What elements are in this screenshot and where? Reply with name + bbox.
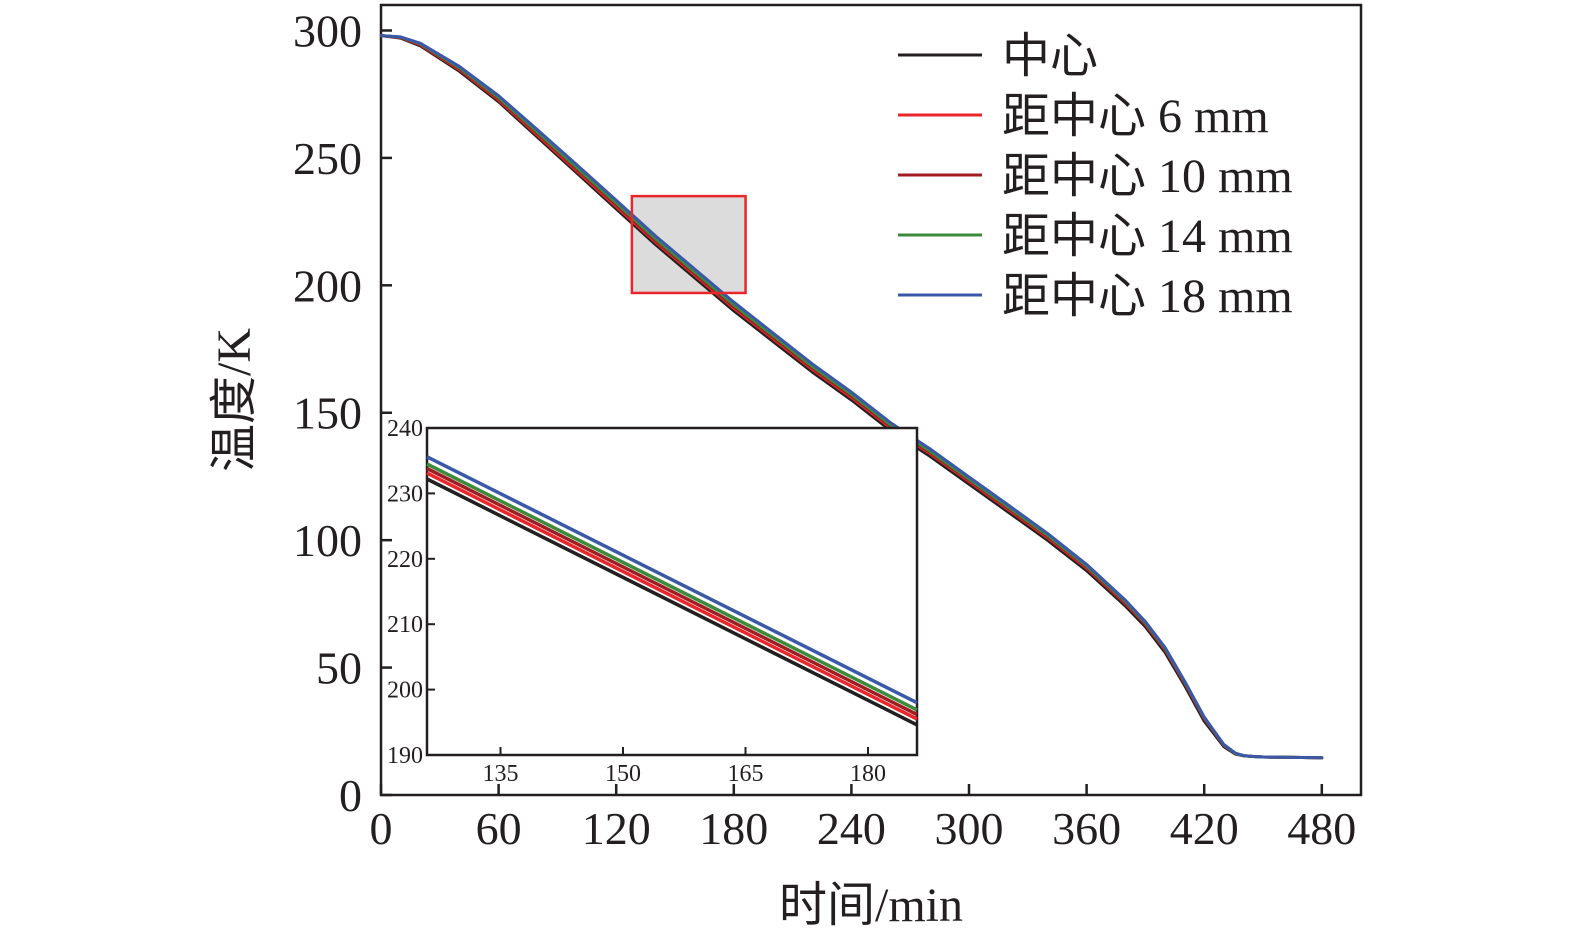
inset-y-tick-label: 210	[387, 612, 423, 638]
x-axis-label: 时间/min	[779, 879, 963, 932]
x-tick-label: 60	[476, 803, 522, 854]
inset-series-line-0	[426, 477, 918, 727]
y-tick-label: 50	[316, 643, 362, 694]
x-tick-label: 240	[817, 803, 886, 854]
inset-y-tick-label: 190	[387, 743, 423, 769]
main-plot: 0 60 120 180 240 300 360 420 480 0 50 100 150 200 250 3…	[293, 3, 1363, 854]
inset-series-line-3	[426, 462, 918, 712]
y-tick-label: 150	[293, 388, 362, 439]
inset-y-tick-label: 220	[387, 547, 423, 573]
y-tick-label: 100	[293, 515, 362, 566]
x-tick-label: 360	[1052, 803, 1121, 854]
main-plot-frame	[379, 3, 1363, 797]
zoom-region-outline	[630, 194, 747, 295]
inset-plot: 135 150 165 180 190 200 210 220 230 240	[387, 416, 919, 787]
legend-label-0: 中心	[1002, 30, 1098, 83]
x-tick-label: 180	[699, 803, 768, 854]
legend-label-1: 距中心 6 mm	[1002, 90, 1269, 143]
series-line-4	[379, 34, 1324, 760]
y-tick-label: 200	[293, 260, 362, 311]
x-tick-label: 480	[1287, 803, 1356, 854]
legend-label-3: 距中心 14 mm	[1002, 210, 1293, 263]
inset-series-line-1	[426, 471, 918, 721]
legend-label-4: 距中心 18 mm	[1002, 270, 1293, 323]
x-tick-label: 420	[1170, 803, 1239, 854]
inset-x-tick-label: 150	[605, 761, 641, 787]
y-tick-label: 250	[293, 133, 362, 184]
inset-y-tick-label: 200	[387, 678, 423, 704]
inset-x-tick-label: 165	[728, 761, 764, 787]
x-tick-label: 120	[582, 803, 651, 854]
inset-series-line-2	[426, 466, 918, 717]
x-tick-label: 0	[370, 803, 393, 854]
zoom-region-fill	[631, 196, 746, 293]
inset-x-tick-label: 180	[850, 761, 886, 787]
inset-y-tick-label: 230	[387, 481, 423, 507]
x-tick-label: 300	[935, 803, 1004, 854]
inset-y-tick-label: 240	[387, 416, 423, 442]
y-tick-label: 300	[293, 5, 362, 56]
y-axis-label: 温度/K	[208, 328, 261, 472]
legend-label-2: 距中心 10 mm	[1002, 150, 1293, 203]
inset-x-tick-label: 135	[483, 761, 519, 787]
y-tick-label: 0	[339, 770, 362, 821]
inset-series-line-4	[426, 455, 918, 705]
